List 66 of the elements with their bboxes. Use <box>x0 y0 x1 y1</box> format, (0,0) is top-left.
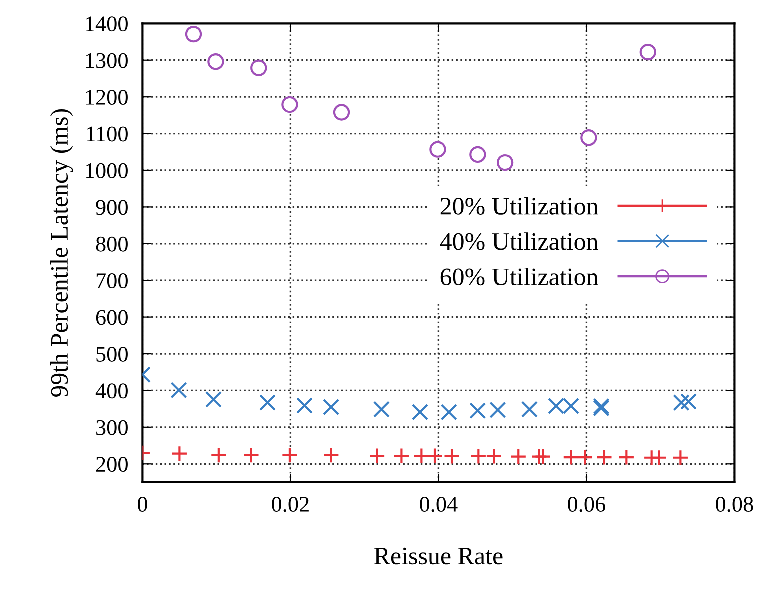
point <box>496 154 514 172</box>
point <box>323 446 340 464</box>
point <box>486 448 503 465</box>
point <box>580 130 598 146</box>
point <box>185 26 202 43</box>
legend-label: 40% Utilization <box>440 232 598 250</box>
y-tick-label: 1000 <box>86 163 128 178</box>
point <box>521 401 538 418</box>
point <box>393 448 410 464</box>
point <box>673 394 690 412</box>
y-tick-label: 400 <box>96 384 128 399</box>
point <box>618 449 635 466</box>
point <box>282 96 298 114</box>
point <box>259 394 276 412</box>
point <box>576 449 594 466</box>
y-tick-label: 600 <box>96 310 128 326</box>
y-tick-label: 200 <box>96 457 128 472</box>
point <box>430 141 446 158</box>
point <box>171 446 188 462</box>
point <box>470 402 486 420</box>
point <box>680 393 698 410</box>
point <box>470 146 486 164</box>
point <box>170 382 188 399</box>
y-tick-label: 900 <box>96 200 128 216</box>
point <box>333 104 350 121</box>
point <box>208 54 224 70</box>
point <box>323 398 340 416</box>
point <box>640 44 656 61</box>
y-tick-label: 1100 <box>87 126 128 142</box>
y-tick-label: 800 <box>96 236 128 252</box>
x-tick-label: 0.08 <box>716 497 754 512</box>
point <box>413 448 430 464</box>
point <box>368 448 386 464</box>
point <box>426 448 444 464</box>
point <box>412 404 429 421</box>
point <box>596 449 613 466</box>
point <box>250 60 268 76</box>
x-tick-label: 0.06 <box>568 497 606 512</box>
point <box>490 402 506 418</box>
x-tick-label: 0 <box>138 497 148 512</box>
point <box>205 391 222 408</box>
point <box>510 448 527 466</box>
point <box>672 450 690 466</box>
y-tick-label: 1400 <box>86 16 128 32</box>
point <box>470 448 487 465</box>
y-tick-label: 1200 <box>86 90 128 106</box>
point <box>282 446 298 464</box>
point <box>440 404 458 421</box>
point <box>243 446 260 464</box>
point <box>562 449 580 466</box>
point <box>650 450 668 466</box>
point <box>210 446 228 464</box>
y-tick-label: 1300 <box>86 53 128 68</box>
point <box>444 448 460 465</box>
x-tick-label: 0.02 <box>272 497 309 512</box>
y-axis-title: 99th Percentile Latency (ms) <box>50 109 74 398</box>
point <box>373 401 390 418</box>
point <box>296 397 314 414</box>
y-tick-label: 700 <box>96 274 128 289</box>
x-axis-title: Reissue Rate <box>374 548 503 565</box>
y-tick-label: 500 <box>96 346 128 362</box>
y-tick-label: 300 <box>96 420 128 436</box>
point <box>534 448 552 466</box>
legend-label: 20% Utilization <box>440 197 598 215</box>
legend-label: 60% Utilization <box>440 268 598 286</box>
x-tick-label: 0.04 <box>420 497 458 512</box>
